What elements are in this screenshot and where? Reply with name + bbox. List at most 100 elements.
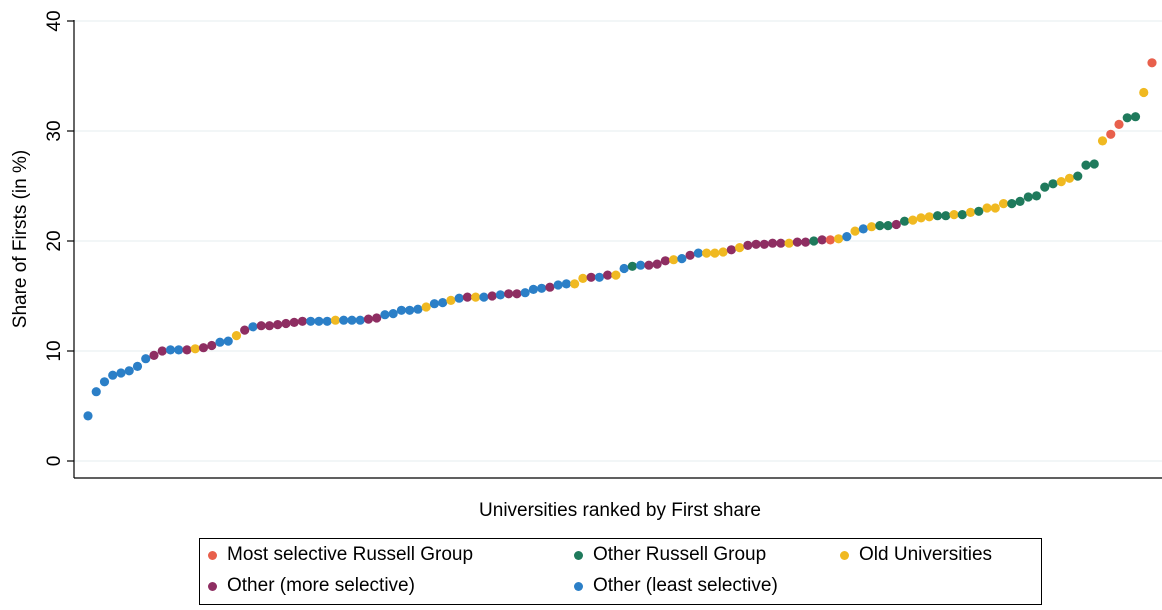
data-point [644,260,654,270]
data-point [932,211,943,221]
data-point [528,284,538,294]
data-point [858,224,868,234]
data-point [289,317,299,327]
data-point [1040,182,1050,192]
data-point [281,318,291,329]
data-point [471,292,481,302]
data-point [190,344,200,354]
legend-item: Most selective Russell Group [208,544,473,566]
data-point [355,315,365,325]
data-point [1023,192,1033,202]
data-point [314,316,324,326]
legend-item: Old Universities [840,544,992,566]
y-axis-title: Share of Firsts (in %) [10,150,31,328]
data-point [570,279,580,289]
data-point [842,232,852,242]
data-point [726,245,736,255]
y-ticks: 0 10 20 30 40 [44,10,74,466]
gridlines [74,20,1162,462]
data-point [982,203,992,213]
data-point [998,199,1009,209]
data-point [941,211,951,221]
data-point [611,270,621,280]
data-point [273,320,283,330]
data-point [776,238,786,248]
legend-label: Most selective Russell Group [227,544,474,565]
x-axis-title: Universities ranked by First share [479,500,761,521]
data-point [578,273,588,283]
data-point [306,316,316,326]
y-tick-label: 0 [44,456,65,467]
data-point [899,216,910,226]
data-point [850,226,860,236]
data-point [108,370,118,380]
data-point [545,282,555,292]
legend-marker [208,581,217,591]
legend-label: Other (least selective) [593,575,778,596]
data-point [1147,58,1157,68]
data-point [1031,191,1042,201]
data-point [702,248,712,258]
data-point [627,261,637,271]
data-point [792,237,802,247]
data-point [363,314,374,324]
data-point [124,366,134,376]
data-point [487,291,497,301]
data-point [215,337,225,347]
y-tick-label: 20 [44,230,65,251]
data-point [1081,160,1091,170]
data-point [875,221,885,231]
data-point [693,248,703,258]
data-point [759,239,769,249]
data-point [710,248,720,258]
data-point [380,310,390,320]
y-tick-label: 30 [44,120,65,141]
data-point [949,210,959,220]
data-point [297,316,308,326]
data-point [198,343,209,353]
data-point [586,272,596,282]
data-point [256,321,266,331]
data-point [396,305,407,315]
legend-item: Other (more selective) [208,575,415,597]
data-point [603,270,613,280]
data-point [718,247,728,257]
data-point [1007,199,1017,209]
data-point [231,331,242,341]
legend-item: Other Russell Group [574,544,766,566]
data-point [1130,112,1141,122]
legend-marker [574,550,583,560]
data-point [165,345,176,355]
legend: Most selective Russell Group Other Russel… [199,538,1042,605]
legend-label: Old Universities [859,544,993,565]
data-point [990,203,1000,213]
data-point [908,215,918,225]
data-point [520,288,530,298]
data-point [1015,196,1025,206]
data-point [1064,173,1075,183]
data-point [677,254,687,264]
data-point [619,263,629,274]
data-point [1073,171,1083,181]
data-point [429,299,440,309]
data-point [330,315,341,325]
data-point [916,213,926,223]
data-point [561,279,571,289]
data-point [883,221,893,231]
data-point [784,238,794,248]
data-point [372,313,382,323]
data-point [116,368,126,378]
data-point [182,345,192,355]
data-point [537,283,547,293]
data-point [479,292,489,302]
data-point [553,280,563,290]
data-point [240,325,250,335]
legend-label: Other (more selective) [227,575,415,596]
data-point [99,377,110,387]
data-point [833,234,844,244]
data-point [347,315,357,325]
data-point [825,235,835,245]
data-point [462,292,473,302]
data-point [924,212,934,222]
data-point [965,207,976,217]
